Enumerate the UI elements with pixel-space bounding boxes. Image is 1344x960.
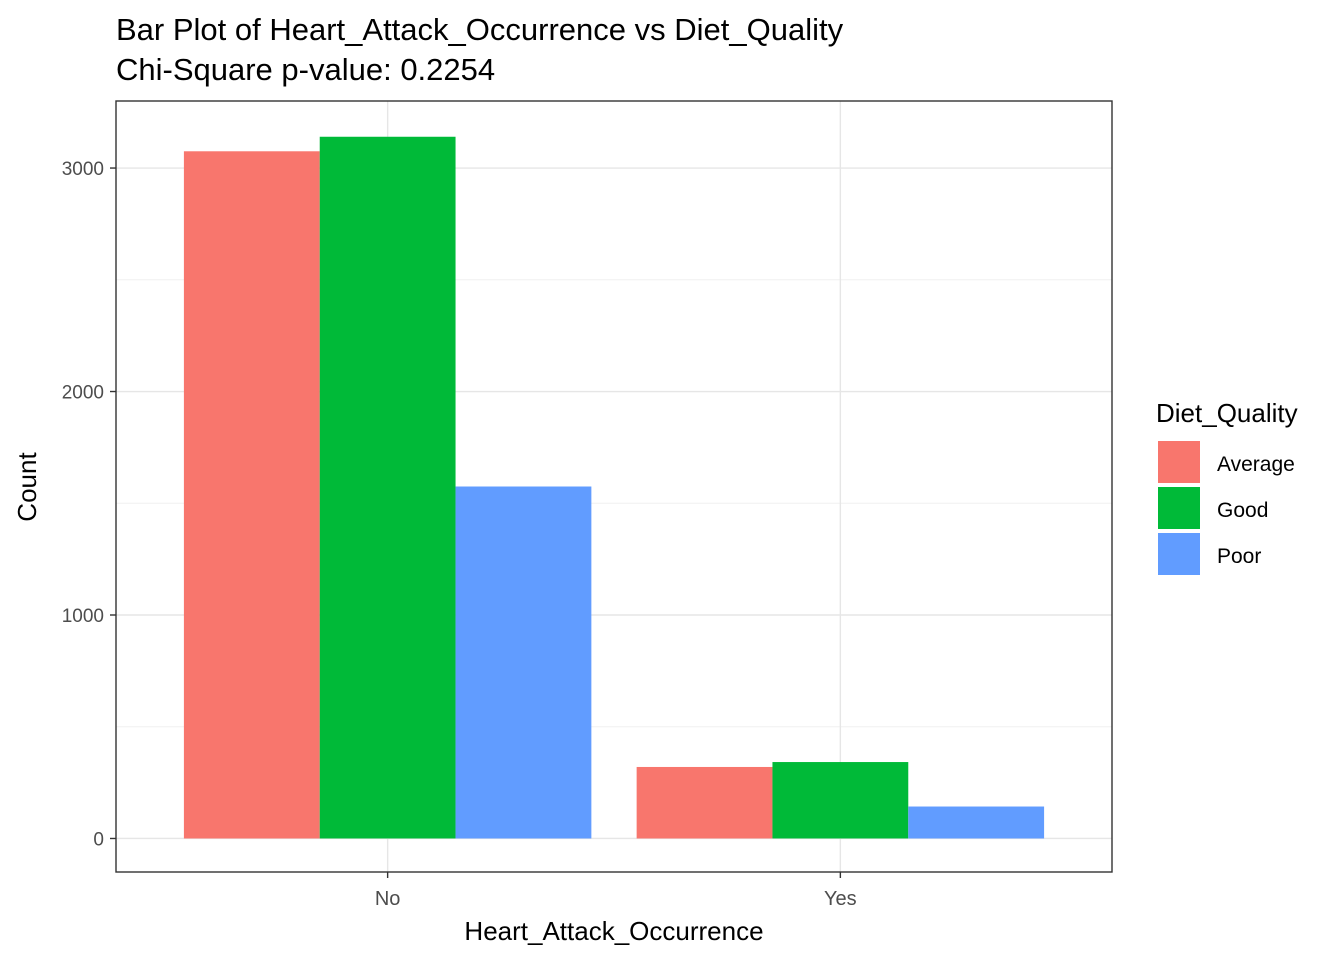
legend-title: Diet_Quality bbox=[1156, 398, 1298, 428]
chart-subtitle: Chi-Square p-value: 0.2254 bbox=[116, 52, 496, 87]
legend-key-poor bbox=[1158, 533, 1200, 575]
bar-yes-good bbox=[772, 762, 909, 839]
x-tick-label: No bbox=[375, 888, 401, 910]
bars bbox=[183, 136, 1045, 839]
y-axis: 0 1000 2000 3000 bbox=[62, 159, 116, 850]
legend-label-poor: Poor bbox=[1217, 545, 1261, 568]
x-axis-title: Heart_Attack_Occurrence bbox=[464, 916, 763, 946]
y-tick-label: 2000 bbox=[62, 383, 104, 404]
bar-yes-average bbox=[636, 766, 773, 839]
chart-title: Bar Plot of Heart_Attack_Occurrence vs D… bbox=[116, 12, 844, 47]
plot-border bbox=[115, 100, 1113, 873]
x-axis: No Yes bbox=[375, 872, 857, 910]
y-axis-title: Count bbox=[12, 452, 42, 522]
y-tick-label: 3000 bbox=[62, 159, 104, 180]
legend-key-good bbox=[1158, 487, 1200, 529]
legend: Diet_Quality Average Good Poor bbox=[1156, 398, 1298, 575]
x-tick-label: Yes bbox=[824, 888, 857, 910]
legend-label-average: Average bbox=[1217, 453, 1295, 476]
legend-key-average bbox=[1158, 441, 1200, 483]
y-tick-label: 1000 bbox=[62, 606, 104, 627]
y-tick-label: 0 bbox=[93, 829, 104, 850]
bar-yes-poor bbox=[908, 806, 1045, 839]
bar-no-poor bbox=[455, 486, 592, 839]
bar-no-good bbox=[319, 136, 456, 839]
legend-label-good: Good bbox=[1217, 499, 1268, 522]
bar-no-average bbox=[183, 151, 320, 839]
